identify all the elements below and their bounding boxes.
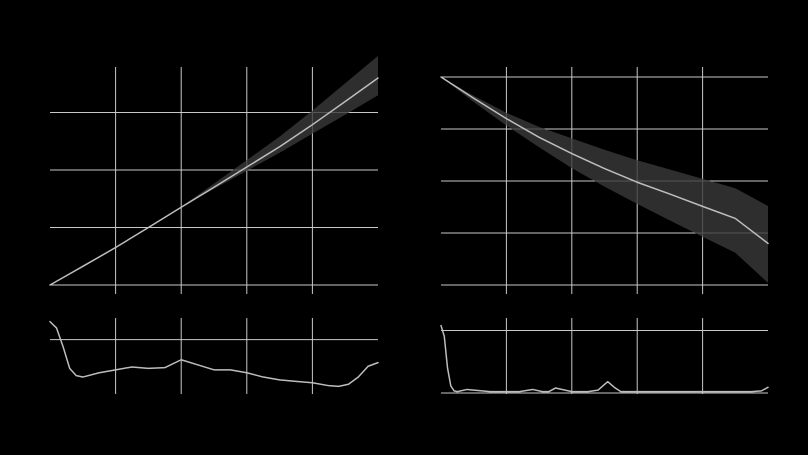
mean-line	[49, 77, 379, 286]
mean-line	[440, 76, 769, 245]
density-line	[440, 324, 769, 393]
panel-top-left	[49, 55, 379, 294]
density-line	[49, 320, 379, 388]
panel-top-right	[440, 67, 769, 294]
panel-bottom-right	[440, 318, 769, 394]
panel-bottom-left	[49, 318, 379, 394]
